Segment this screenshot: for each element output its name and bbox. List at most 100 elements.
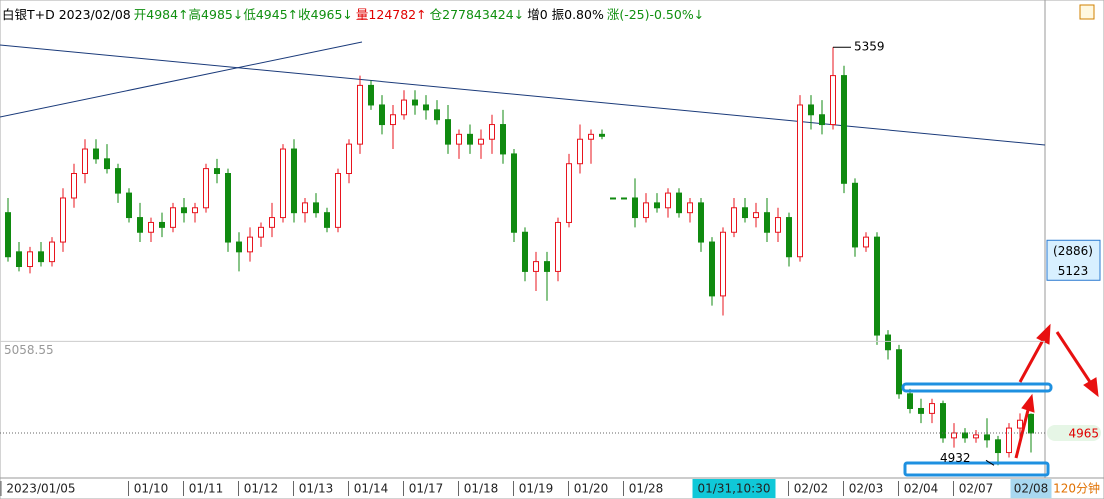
candle-body: [313, 202, 319, 214]
candle-body: [16, 251, 22, 268]
candle-body: [995, 439, 1001, 454]
settings-icon[interactable]: [1079, 4, 1095, 20]
candle-body: [599, 133, 605, 137]
title: 白银T+D 2023/02/08: [2, 7, 131, 22]
candle-body: [214, 168, 220, 175]
candle-body: [335, 173, 341, 228]
candle-body: [181, 207, 187, 214]
candle-body: [610, 197, 616, 200]
x-tick-label: 01/11: [189, 482, 224, 496]
candle-body: [346, 143, 352, 175]
candle-body: [588, 133, 594, 140]
candle-body: [27, 251, 33, 268]
candle-body: [676, 192, 682, 214]
cursor-box: [1046, 239, 1101, 281]
cursor-value: 5123: [1058, 264, 1089, 278]
candle-body: [170, 207, 176, 228]
low-label: 4932: [940, 451, 971, 465]
candle-body: [555, 221, 561, 272]
candle-body: [38, 251, 44, 263]
candle-body: [280, 148, 286, 219]
candle-body: [60, 197, 66, 243]
candle-body: [896, 349, 902, 395]
x-tick-label: 02/08: [1014, 482, 1049, 496]
candle-body: [720, 231, 726, 297]
trend-line: [0, 41, 363, 118]
candle-body: [654, 202, 660, 209]
candle-body: [236, 241, 242, 253]
header-field: 增0 振0.80%: [527, 7, 604, 22]
x-tick-label: 01/12: [244, 482, 279, 496]
candle-body: [621, 197, 627, 200]
candle-body: [159, 221, 165, 228]
candle-body: [907, 393, 913, 409]
x-tick-label: 01/17: [409, 482, 444, 496]
period-label: 120分钟: [1053, 481, 1100, 496]
x-tick-label: 01/20: [574, 482, 609, 496]
candle-body: [445, 119, 451, 145]
x-tick-label: 02/04: [904, 482, 939, 496]
candle-body: [841, 75, 847, 184]
candle-body: [269, 217, 275, 228]
candle-body: [709, 241, 715, 297]
candle-body: [412, 99, 418, 106]
candle-body: [819, 114, 825, 126]
trend-line: [0, 44, 1046, 146]
x-tick-label: 01/31,10:30: [698, 482, 771, 496]
candle-body: [489, 124, 495, 140]
candle-body: [863, 236, 869, 248]
candle-body: [940, 403, 946, 439]
candle-body: [951, 432, 957, 439]
x-tick-label: 01/14: [354, 482, 389, 496]
candle-body: [918, 407, 924, 414]
candle-body: [401, 99, 407, 116]
candle-body: [82, 148, 88, 175]
last-price-bg: [1047, 424, 1101, 441]
x-label-highlight: [1010, 479, 1052, 498]
candle-body: [566, 163, 572, 223]
candle-body: [775, 217, 781, 233]
header-field: 开4984↑高4985↓低4945↑收4965↓: [133, 7, 353, 22]
candle-body: [830, 75, 836, 126]
candle-body: [478, 138, 484, 145]
candle-body: [511, 153, 517, 233]
candle-body: [753, 212, 759, 219]
candle-body: [225, 173, 231, 243]
candle-body: [874, 236, 880, 336]
cursor-count: (2886): [1053, 244, 1093, 258]
highlight-box: [903, 461, 1050, 477]
candle-body: [324, 212, 330, 228]
candle-body: [929, 403, 935, 414]
candle-body: [1017, 419, 1023, 429]
x-tick-label: 01/13: [299, 482, 334, 496]
candle-body: [368, 84, 374, 106]
x-tick-label: 01/10: [134, 482, 169, 496]
x-tick-label: 01/28: [629, 482, 664, 496]
candle-body: [731, 207, 737, 233]
candle-body: [5, 212, 11, 258]
last-price-label: 4965: [1068, 426, 1099, 440]
candle-body: [1028, 413, 1034, 434]
candle-body: [533, 261, 539, 272]
candle-body: [797, 104, 803, 258]
candle-body: [291, 148, 297, 214]
candle-body: [973, 434, 979, 439]
candle-body: [423, 104, 429, 111]
candle-body: [632, 197, 638, 219]
x-tick-label: 2023/01/05: [6, 482, 75, 496]
x-tick-label: 02/02: [794, 482, 829, 496]
candle-body: [885, 334, 891, 351]
candle-body: [687, 202, 693, 214]
high-label: 5359: [854, 40, 885, 54]
x-label-highlight: [692, 479, 776, 498]
low-pointer: [985, 459, 995, 466]
candles: [5, 47, 1034, 466]
candle-body: [192, 207, 198, 214]
ruler-label: 5058.55: [4, 343, 54, 357]
candle-body: [302, 202, 308, 214]
header-field: 量124782↑: [355, 7, 427, 22]
candle-body: [1006, 427, 1012, 454]
candle-body: [522, 231, 528, 272]
